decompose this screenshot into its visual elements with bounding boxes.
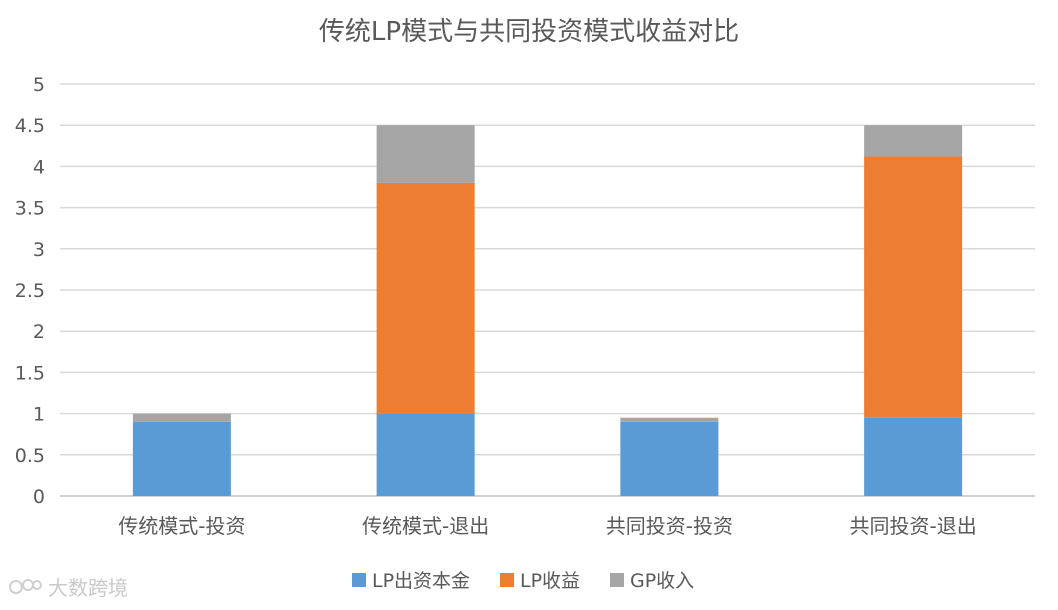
y-tick-label: 1.5 (15, 362, 45, 384)
watermark-text: 大数跨境 (48, 576, 128, 600)
x-category-label: 传统模式-退出 (362, 514, 489, 538)
logo-icon (9, 578, 42, 594)
bar-segment (376, 125, 475, 183)
y-tick-label: 3 (33, 239, 45, 261)
bar-segment (864, 417, 963, 496)
bar-segment (132, 421, 231, 496)
chart-title: 传统LP模式与共同投资模式收益对比 (319, 17, 739, 47)
y-tick-label: 0.5 (15, 445, 45, 467)
y-axis-ticks: 0 0.5 1 1.5 2 2.5 3 3.5 4 4.5 5 (15, 74, 45, 508)
watermark: 大数跨境 (8, 572, 128, 601)
bar-segment (132, 413, 231, 422)
bar-segment (376, 413, 475, 496)
y-tick-label: 2 (33, 321, 45, 343)
bar-segment (376, 182, 475, 414)
y-tick-label: 3.5 (15, 198, 45, 220)
y-tick-label: 2.5 (15, 280, 45, 302)
bar-segment (864, 125, 963, 157)
y-tick-label: 1 (33, 404, 45, 426)
x-axis-categories: 传统模式-投资 传统模式-退出 共同投资-投资 共同投资-退出 (118, 514, 976, 538)
bar-segment (620, 417, 719, 422)
legend-label: LP收益 (520, 570, 580, 592)
x-category-label: 传统模式-投资 (118, 514, 245, 538)
x-category-label: 共同投资-投资 (606, 514, 733, 538)
legend-swatch (610, 573, 624, 587)
bar-segment (620, 421, 719, 496)
y-tick-label: 5 (33, 74, 45, 96)
legend: LP出资本金 LP收益 GP收入 (352, 570, 694, 592)
y-tick-label: 0 (33, 486, 45, 508)
legend-swatch (500, 573, 514, 587)
bars (132, 125, 963, 496)
legend-swatch (352, 573, 366, 587)
x-category-label: 共同投资-退出 (850, 514, 977, 538)
y-tick-label: 4 (33, 156, 45, 178)
bar-segment (864, 156, 963, 418)
legend-label: LP出资本金 (372, 570, 470, 592)
y-tick-label: 4.5 (15, 115, 45, 137)
legend-label: GP收入 (630, 570, 694, 592)
